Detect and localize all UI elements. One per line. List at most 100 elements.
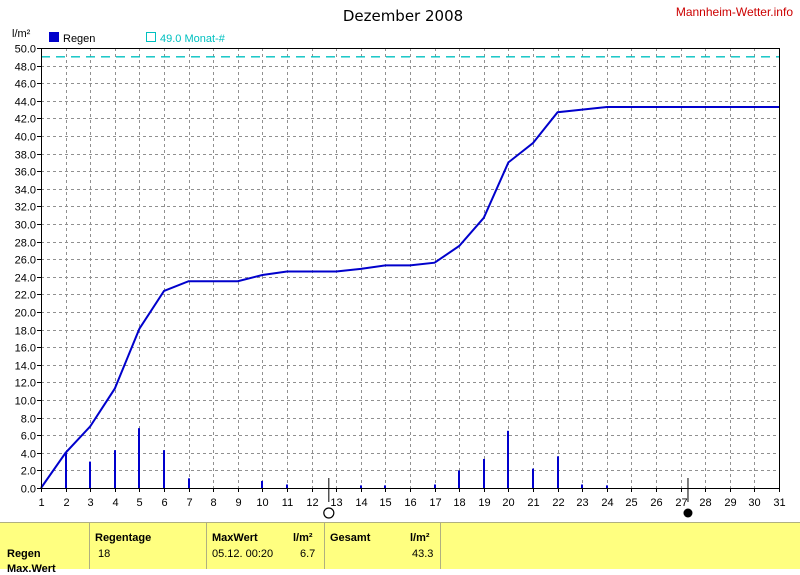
rain-bar bbox=[138, 428, 140, 488]
regentage-header: Regentage bbox=[95, 532, 152, 544]
x-tick-label: 31 bbox=[773, 497, 785, 509]
stats-row-label-max: Max.Wert bbox=[7, 563, 56, 575]
x-tick-label: 1 bbox=[38, 497, 44, 509]
x-tick-label: 25 bbox=[625, 497, 637, 509]
y-tick-label: 32.0 bbox=[15, 202, 36, 214]
rain-bar bbox=[581, 484, 583, 488]
y-axis-ticks: 0.0 2.0 4.0 6.0 8.0 10.0 12.0 14.0 16.0 18.0 20.0 2… bbox=[15, 44, 41, 496]
x-tick-label: 28 bbox=[699, 497, 711, 509]
x-tick-label: 3 bbox=[87, 497, 93, 509]
y-axis-unit: l/m² bbox=[12, 28, 31, 40]
x-tick-label: 9 bbox=[235, 497, 241, 509]
legend-rain-label: Regen bbox=[63, 33, 95, 45]
x-tick-label: 18 bbox=[453, 497, 465, 509]
full-moon-icon bbox=[683, 508, 693, 518]
x-tick-label: 20 bbox=[502, 497, 514, 509]
y-tick-label: 40.0 bbox=[15, 132, 36, 144]
y-tick-label: 10.0 bbox=[15, 396, 36, 408]
y-tick-label: 6.0 bbox=[21, 431, 36, 443]
y-tick-label: 38.0 bbox=[15, 150, 36, 162]
maxwert-header: MaxWert bbox=[212, 532, 258, 544]
daily-rain-bars bbox=[65, 428, 608, 488]
y-tick-label: 42.0 bbox=[15, 114, 36, 126]
rain-bar bbox=[384, 485, 386, 488]
y-tick-label: 28.0 bbox=[15, 238, 36, 250]
y-tick-label: 48.0 bbox=[15, 62, 36, 74]
rain-bar bbox=[434, 484, 436, 488]
x-tick-label: 26 bbox=[650, 497, 662, 509]
x-tick-label: 4 bbox=[112, 497, 118, 509]
x-tick-label: 16 bbox=[404, 497, 416, 509]
x-tick-label: 2 bbox=[63, 497, 69, 509]
rain-bar bbox=[532, 468, 534, 488]
stats-top-border bbox=[0, 522, 800, 523]
x-tick-label: 12 bbox=[306, 497, 318, 509]
x-tick-label: 22 bbox=[552, 497, 564, 509]
y-tick-label: 14.0 bbox=[15, 361, 36, 373]
x-tick-label: 30 bbox=[748, 497, 760, 509]
stats-divider bbox=[440, 522, 441, 569]
x-tick-label: 7 bbox=[186, 497, 192, 509]
x-tick-label: 15 bbox=[379, 497, 391, 509]
site-label[interactable]: Mannheim-Wetter.info bbox=[676, 5, 793, 19]
maxwert-value: 6.7 bbox=[300, 548, 316, 560]
x-axis-ticks: 1 2 3 4 5 6 7 8 9 10 11 12 13 14 15 16 17 18 19 20 21 22 23 24 2… bbox=[38, 488, 786, 509]
x-tick-label: 23 bbox=[576, 497, 588, 509]
y-tick-label: 50.0 bbox=[15, 44, 36, 56]
rain-bar bbox=[458, 470, 460, 488]
y-tick-label: 26.0 bbox=[15, 255, 36, 267]
regentage-value: 18 bbox=[98, 548, 111, 560]
y-tick-label: 24.0 bbox=[15, 273, 36, 285]
x-tick-label: 5 bbox=[136, 497, 142, 509]
gesamt-header: Gesamt bbox=[330, 532, 371, 544]
y-tick-label: 18.0 bbox=[15, 326, 36, 338]
rain-bar bbox=[188, 478, 190, 488]
y-tick-label: 0.0 bbox=[21, 484, 36, 496]
y-tick-label: 16.0 bbox=[15, 343, 36, 355]
gesamt-unit: l/m² bbox=[410, 532, 430, 544]
x-tick-label: 11 bbox=[282, 497, 293, 509]
stats-panel: Regen Max.Wert Regentage 18 MaxWert l/m²… bbox=[0, 522, 800, 575]
y-tick-label: 46.0 bbox=[15, 79, 36, 91]
x-tick-label: 8 bbox=[210, 497, 216, 509]
legend-mean-label: 49.0 Monat-# bbox=[160, 33, 226, 45]
x-tick-label: 19 bbox=[478, 497, 490, 509]
grid bbox=[41, 48, 779, 488]
y-tick-label: 36.0 bbox=[15, 167, 36, 179]
rain-bar bbox=[89, 461, 91, 488]
y-tick-label: 2.0 bbox=[21, 466, 36, 478]
x-tick-label: 27 bbox=[675, 497, 687, 509]
rain-bar bbox=[114, 450, 116, 488]
plot-frame bbox=[41, 48, 780, 489]
y-tick-label: 30.0 bbox=[15, 220, 36, 232]
rain-bar bbox=[286, 484, 288, 488]
y-tick-label: 12.0 bbox=[15, 378, 36, 390]
stats-divider bbox=[324, 522, 325, 569]
x-tick-label: 24 bbox=[601, 497, 613, 509]
x-tick-label: 14 bbox=[355, 497, 367, 509]
maxwert-date: 05.12. 00:20 bbox=[212, 548, 274, 560]
rain-bar bbox=[483, 458, 485, 488]
cumulative-rain-line bbox=[40, 106, 779, 489]
moon-phases bbox=[323, 478, 693, 519]
maxwert-unit: l/m² bbox=[293, 532, 313, 544]
y-tick-label: 4.0 bbox=[21, 449, 36, 461]
y-tick-label: 20.0 bbox=[15, 308, 36, 320]
legend-mean-swatch bbox=[146, 32, 156, 42]
legend-rain-swatch bbox=[49, 32, 59, 42]
rain-bar bbox=[163, 450, 165, 488]
chart-title: Dezember 2008 bbox=[343, 7, 463, 25]
x-tick-label: 6 bbox=[161, 497, 167, 509]
new-moon-icon bbox=[323, 507, 335, 519]
x-tick-label: 13 bbox=[330, 497, 342, 509]
rain-bar bbox=[65, 452, 67, 488]
x-tick-label: 29 bbox=[724, 497, 736, 509]
rain-chart: Dezember 2008 Mannheim-Wetter.info l/m² … bbox=[12, 5, 793, 519]
rain-bar bbox=[261, 480, 263, 488]
y-tick-label: 22.0 bbox=[15, 290, 36, 302]
y-tick-label: 34.0 bbox=[15, 185, 36, 197]
x-tick-label: 17 bbox=[429, 497, 441, 509]
y-tick-label: 44.0 bbox=[15, 97, 36, 109]
rain-bar bbox=[360, 485, 362, 488]
stats-divider bbox=[89, 522, 90, 569]
